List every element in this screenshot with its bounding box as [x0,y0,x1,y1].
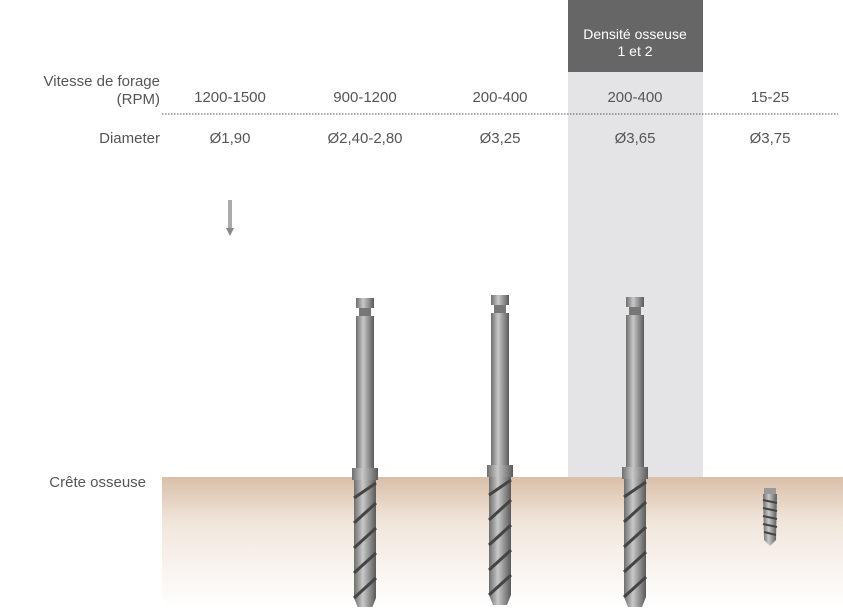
drilling-protocol: Densité osseuse 1 et 2 Vitesse de forage… [0,0,843,607]
speed-value: 200-400 [607,89,662,106]
pilot-drill [226,200,234,236]
diameter-value: Ø3,65 [615,130,656,147]
diameter-value: Ø1,90 [210,130,251,147]
row-label: (RPM) [117,91,160,108]
implant [763,488,777,546]
speed-value: 15-25 [751,89,789,106]
header-note: 1 et 2 [617,43,652,59]
speed-value: 900-1200 [333,89,396,106]
row-label: Crête osseuse [49,474,146,491]
diameter-value: Ø3,25 [480,130,521,147]
header-note: Densité osseuse [583,26,687,42]
speed-value: 1200-1500 [194,89,266,106]
drill [487,295,513,605]
diameter-value: Ø3,75 [750,130,791,147]
speed-value: 200-400 [472,89,527,106]
drill [352,298,378,607]
row-label: Vitesse de forage [44,73,160,90]
diameter-value: Ø2,40-2,80 [327,130,402,147]
row-label: Diameter [99,130,160,147]
